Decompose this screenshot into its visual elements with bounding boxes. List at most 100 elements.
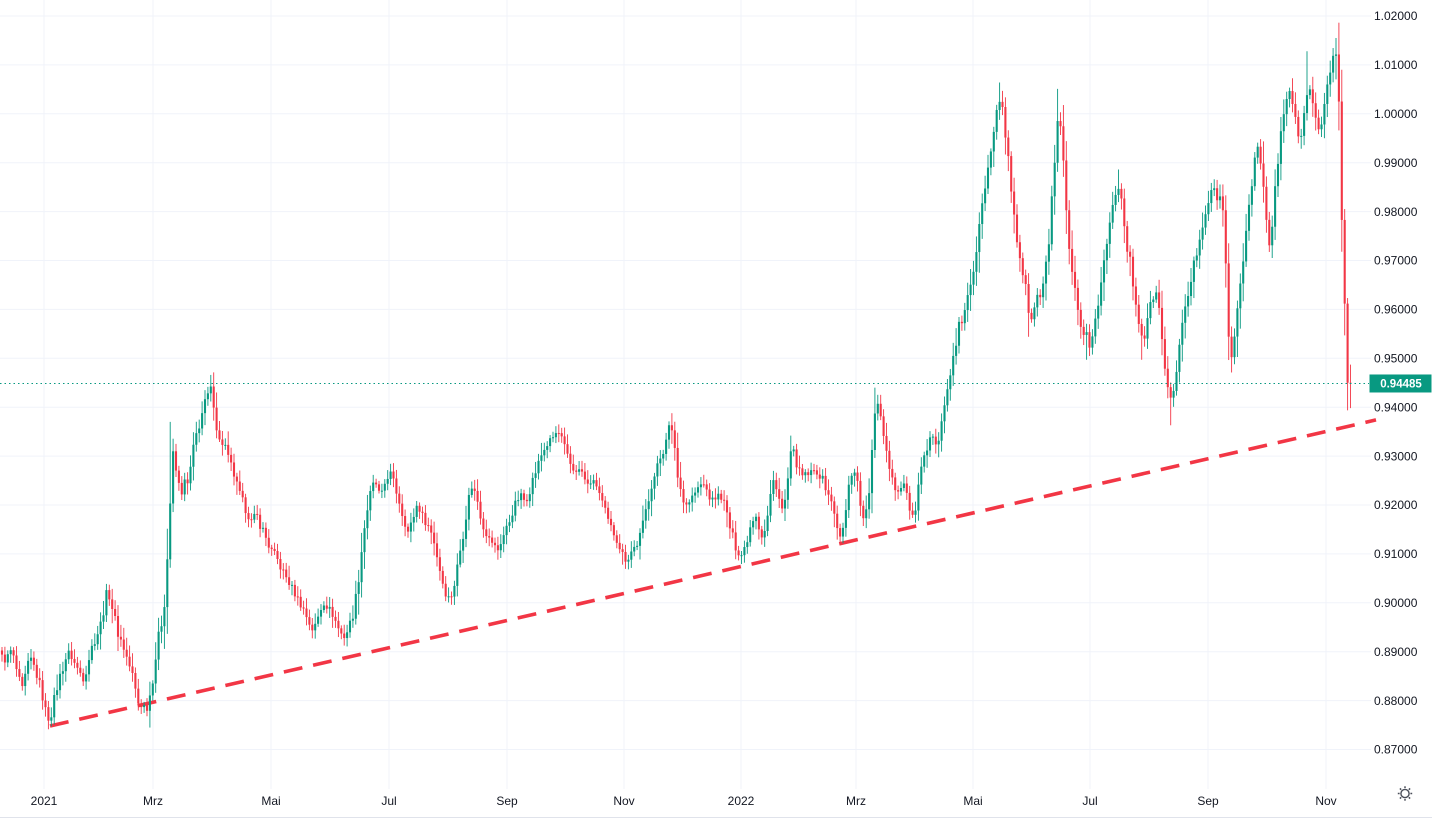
candle-body [1224,210,1227,264]
candle-body [673,430,676,448]
candle-body [705,484,708,490]
candle-body [467,494,470,520]
candle-body [412,516,415,523]
candle-body [1187,296,1190,307]
candle-body [256,513,259,515]
candle-body [1065,160,1068,211]
candle-body [1158,292,1161,308]
candle-body [662,453,665,459]
candle-body [1329,72,1332,85]
candle-body [160,626,163,632]
candle-body [1242,261,1245,284]
time-axis-label: Mrz [143,794,163,808]
candle-body [105,590,108,616]
candle-body [1346,303,1349,383]
candle-body [804,472,807,476]
candle-body [363,528,366,553]
candle-body [679,477,682,490]
candle-body [984,188,987,204]
candle-body [946,389,949,406]
price-axis-label: 1.01000 [1374,58,1418,72]
candle-body [1088,332,1091,348]
trendline-drawing[interactable] [49,418,1377,728]
candle-body [691,495,694,503]
candle-body [1282,114,1285,132]
candle-body [580,469,584,472]
candle-body [325,605,328,609]
candle-body [415,505,418,517]
candle-body [731,528,734,533]
candle-body [757,516,760,530]
candle-body [296,596,299,598]
candle-body [1155,292,1158,300]
candle-body [1039,294,1042,298]
candle-body [186,479,189,484]
gear-icon settings-button[interactable] [1397,786,1413,801]
candle-body [1230,336,1233,358]
candle-body [897,490,900,492]
candle-body [15,655,18,670]
candle-body [195,433,198,445]
candle-body [1320,124,1323,130]
candles-layer chart-pane[interactable] [0,22,1352,730]
candle-body [563,436,566,445]
candle-body [1201,227,1204,240]
candle-body [1192,260,1195,282]
candle-body [926,450,929,456]
candle-body [421,511,424,513]
candle-body [1181,322,1184,345]
candle-body [314,623,317,631]
candle-body [151,683,154,696]
candle-body [427,525,430,527]
candle-body [760,529,763,538]
price-axis[interactable]: 1.02000 1.01000 1.00000 0.99000 0.98000 0.970… [1374,9,1418,757]
candle-body [85,674,88,682]
candle-body [1323,103,1326,125]
candle-body [404,516,407,527]
candle-body [12,650,15,656]
candle-body [1068,210,1071,249]
time-axis-label: Sep [496,794,518,808]
candle-body [90,645,93,661]
candle-body [540,455,543,461]
candle-body [1056,121,1059,163]
candle-body [473,488,476,491]
candle-body [1305,95,1309,114]
candle-body [554,433,557,438]
candle-body [520,493,523,501]
candle-body [1166,368,1169,388]
candle-body [482,518,485,530]
candle-body [212,386,215,408]
candle-body [1117,188,1120,195]
candle-body [789,451,792,479]
candle-body [508,522,511,526]
candle-body [424,512,427,526]
candle-body [1018,242,1021,259]
candle-body [934,436,937,445]
time-axis[interactable]: 2021 Mrz Mai Jul Sep Nov 2022 Mrz Mai Jul Sep Nov [31,794,1337,808]
candle-body [827,490,830,495]
candle-body [462,538,465,551]
candle-body [1189,281,1193,297]
candle-body [969,284,972,296]
candle-body [1213,188,1216,191]
candle-body [1300,135,1303,137]
candle-body [665,439,668,454]
candle-body [708,489,711,500]
candle-body [717,493,720,500]
candle-body [783,499,787,509]
candle-body [398,493,401,504]
candle-body [259,514,262,529]
candle-body [1291,91,1294,104]
candle-body [522,493,526,500]
candle-body [299,596,302,608]
candle-body [1311,89,1314,104]
candle-body [319,610,323,617]
candle-body [1123,198,1126,227]
candle-body [1131,256,1135,287]
candle-body [781,498,784,509]
candle-body [1010,156,1013,192]
candle-body [560,433,563,437]
candle-body [99,621,102,635]
candle-body [572,463,575,471]
